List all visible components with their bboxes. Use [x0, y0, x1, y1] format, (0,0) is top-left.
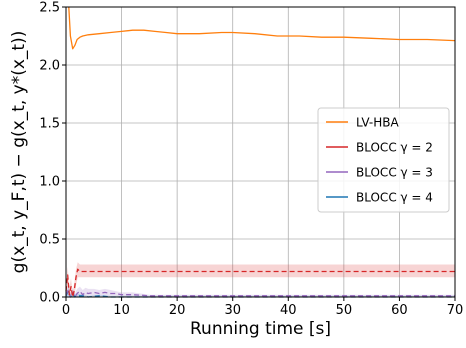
y-axis-label: g(x_t, y_F,t) − g(x_t, y*(x_t))	[9, 31, 29, 274]
y-tick-label: 0.5	[39, 233, 60, 248]
x-tick-label: 30	[224, 303, 241, 318]
legend-box	[317, 107, 450, 213]
legend-entry-label: LV-HBA	[356, 116, 399, 130]
axis-ticks: 0 10 20 30 40 50 60 70 0.0 0.5 1.0 1.5 2.0 2.5	[39, 1, 463, 319]
legend-entry-label: BLOCC γ = 4	[356, 191, 433, 205]
series-line	[68, 6, 456, 50]
x-tick-label: 60	[391, 303, 408, 318]
confidence-band	[66, 262, 455, 297]
x-tick-label: 40	[280, 303, 297, 318]
y-tick-label: 1.5	[39, 117, 60, 132]
x-axis-label: Running time [s]	[190, 319, 331, 339]
series-line	[65, 289, 455, 298]
x-tick-label: 50	[336, 303, 353, 318]
x-tick-label: 10	[113, 303, 130, 318]
plot-frame	[65, 6, 456, 298]
y-tick-label: 0.0	[39, 291, 60, 306]
y-tick-label: 2.5	[39, 1, 60, 16]
confidence-bands	[66, 262, 455, 297]
series-line	[65, 268, 455, 298]
y-tick-label: 2.0	[39, 59, 60, 74]
x-tick-label: 70	[447, 303, 464, 318]
confidence-band	[66, 285, 455, 297]
legend-entry-label: BLOCC γ = 3	[356, 166, 433, 180]
legend: LV-HBA BLOCC γ = 2 BLOCC γ = 3 BLOCC γ = 4	[317, 107, 450, 213]
legend-entry-label: BLOCC γ = 2	[356, 141, 433, 155]
y-tick-label: 1.0	[39, 175, 60, 190]
x-tick-label: 0	[62, 303, 70, 318]
x-tick-label: 20	[169, 303, 186, 318]
